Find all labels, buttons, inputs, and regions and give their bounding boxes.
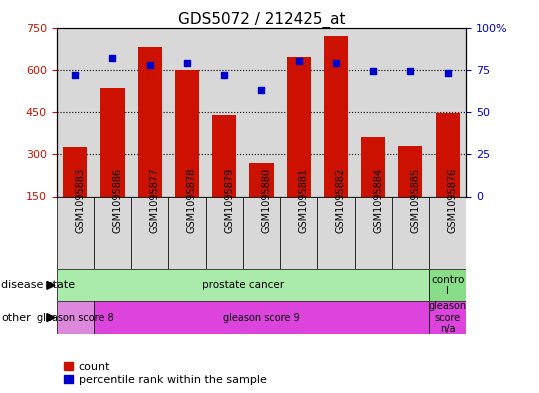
Bar [137,47,162,196]
Text: GSM1095880: GSM1095880 [261,167,272,233]
Point [71,72,80,78]
Text: gleason score 9: gleason score 9 [223,312,300,323]
Point [369,68,377,75]
Bar [398,146,423,196]
Bar [94,196,131,269]
Point [108,55,117,61]
Text: GSM1095882: GSM1095882 [336,167,346,233]
Bar [436,114,460,196]
Bar [212,115,236,196]
Bar [57,301,94,334]
Point [146,62,154,68]
Point [331,60,340,66]
Text: GSM1095886: GSM1095886 [113,167,122,233]
Point [220,72,229,78]
Point [257,87,266,93]
Bar [250,163,273,196]
Bar [355,196,392,269]
Text: GSM1095881: GSM1095881 [299,167,309,233]
Text: GSM1095876: GSM1095876 [447,167,458,233]
Bar [57,196,94,269]
Bar [361,137,385,196]
Bar [205,196,243,269]
Bar [287,57,311,196]
Text: GSM1095878: GSM1095878 [187,167,197,233]
Bar [63,147,87,196]
Text: other: other [1,312,31,323]
Bar [131,196,168,269]
Text: GSM1095884: GSM1095884 [373,167,383,233]
Text: prostate cancer: prostate cancer [202,280,284,290]
Text: gleason
score
n/a: gleason score n/a [429,301,467,334]
Bar [429,196,466,269]
Bar [317,196,355,269]
Bar [175,70,199,196]
Text: GSM1095879: GSM1095879 [224,167,234,233]
Legend: count, percentile rank within the sample: count, percentile rank within the sample [62,360,269,387]
Bar [168,196,205,269]
Point [406,68,414,75]
Text: disease state: disease state [1,280,75,290]
Bar [324,36,348,197]
Bar [392,196,429,269]
Title: GDS5072 / 212425_at: GDS5072 / 212425_at [178,11,345,28]
Point [294,58,303,64]
Text: GSM1095883: GSM1095883 [75,167,85,233]
Text: GSM1095885: GSM1095885 [410,167,420,233]
Bar [429,301,466,334]
Bar [94,301,429,334]
Bar [100,88,125,196]
Polygon shape [47,281,55,289]
Text: gleason score 8: gleason score 8 [37,312,114,323]
Polygon shape [47,314,55,321]
Point [183,60,191,66]
Text: GSM1095877: GSM1095877 [150,167,160,233]
Text: contro
l: contro l [431,275,464,296]
Bar [429,269,466,301]
Bar [243,196,280,269]
Point [443,70,452,76]
Bar [280,196,317,269]
